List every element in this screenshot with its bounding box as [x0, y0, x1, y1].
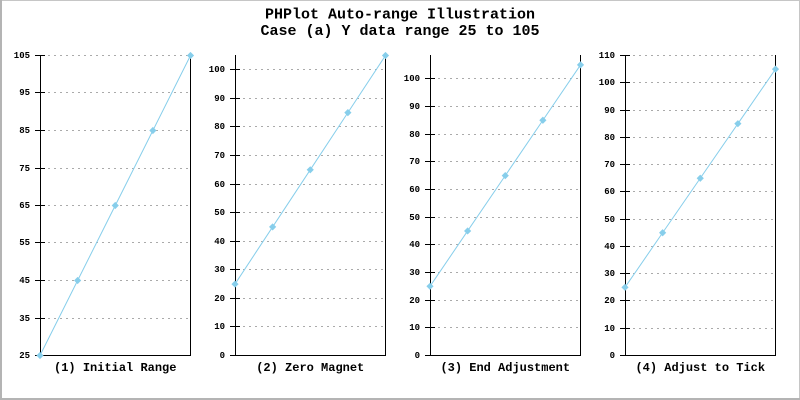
svg-text:95: 95: [19, 88, 30, 98]
svg-text:0: 0: [220, 351, 225, 361]
svg-text:100: 100: [404, 74, 420, 84]
svg-text:10: 10: [604, 324, 615, 334]
svg-text:(2) Zero Magnet: (2) Zero Magnet: [256, 361, 364, 375]
svg-text:20: 20: [604, 296, 615, 306]
svg-text:70: 70: [409, 157, 420, 167]
svg-text:90: 90: [214, 94, 225, 104]
svg-text:Case (a) Y data range 25 to 10: Case (a) Y data range 25 to 105: [260, 23, 539, 40]
svg-text:80: 80: [604, 133, 615, 143]
svg-text:105: 105: [14, 51, 30, 61]
svg-text:100: 100: [209, 65, 225, 75]
svg-text:110: 110: [599, 51, 615, 61]
svg-text:80: 80: [409, 130, 420, 140]
svg-text:70: 70: [214, 151, 225, 161]
svg-text:60: 60: [214, 180, 225, 190]
svg-text:50: 50: [604, 215, 615, 225]
svg-text:40: 40: [409, 240, 420, 250]
svg-text:20: 20: [214, 294, 225, 304]
svg-text:30: 30: [214, 265, 225, 275]
svg-text:(1) Initial Range: (1) Initial Range: [54, 361, 176, 375]
svg-text:25: 25: [19, 351, 30, 361]
svg-text:60: 60: [604, 187, 615, 197]
svg-text:40: 40: [604, 242, 615, 252]
svg-text:0: 0: [610, 351, 615, 361]
svg-text:50: 50: [409, 213, 420, 223]
svg-text:40: 40: [214, 237, 225, 247]
svg-text:PHPlot Auto-range Illustration: PHPlot Auto-range Illustration: [265, 7, 535, 24]
svg-text:30: 30: [604, 269, 615, 279]
svg-text:85: 85: [19, 126, 30, 136]
svg-text:55: 55: [19, 238, 30, 248]
svg-text:80: 80: [214, 122, 225, 132]
svg-text:75: 75: [19, 164, 30, 174]
svg-text:65: 65: [19, 201, 30, 211]
svg-text:100: 100: [599, 78, 615, 88]
svg-text:70: 70: [604, 160, 615, 170]
svg-text:45: 45: [19, 276, 30, 286]
svg-text:(4) Adjust to Tick: (4) Adjust to Tick: [635, 361, 765, 375]
svg-text:0: 0: [415, 351, 420, 361]
svg-text:10: 10: [214, 322, 225, 332]
svg-text:30: 30: [409, 268, 420, 278]
svg-text:10: 10: [409, 323, 420, 333]
svg-text:90: 90: [604, 106, 615, 116]
svg-text:(3) End Adjustment: (3) End Adjustment: [440, 361, 570, 375]
svg-text:50: 50: [214, 208, 225, 218]
svg-text:20: 20: [409, 296, 420, 306]
svg-text:35: 35: [19, 314, 30, 324]
svg-text:60: 60: [409, 185, 420, 195]
svg-text:90: 90: [409, 102, 420, 112]
